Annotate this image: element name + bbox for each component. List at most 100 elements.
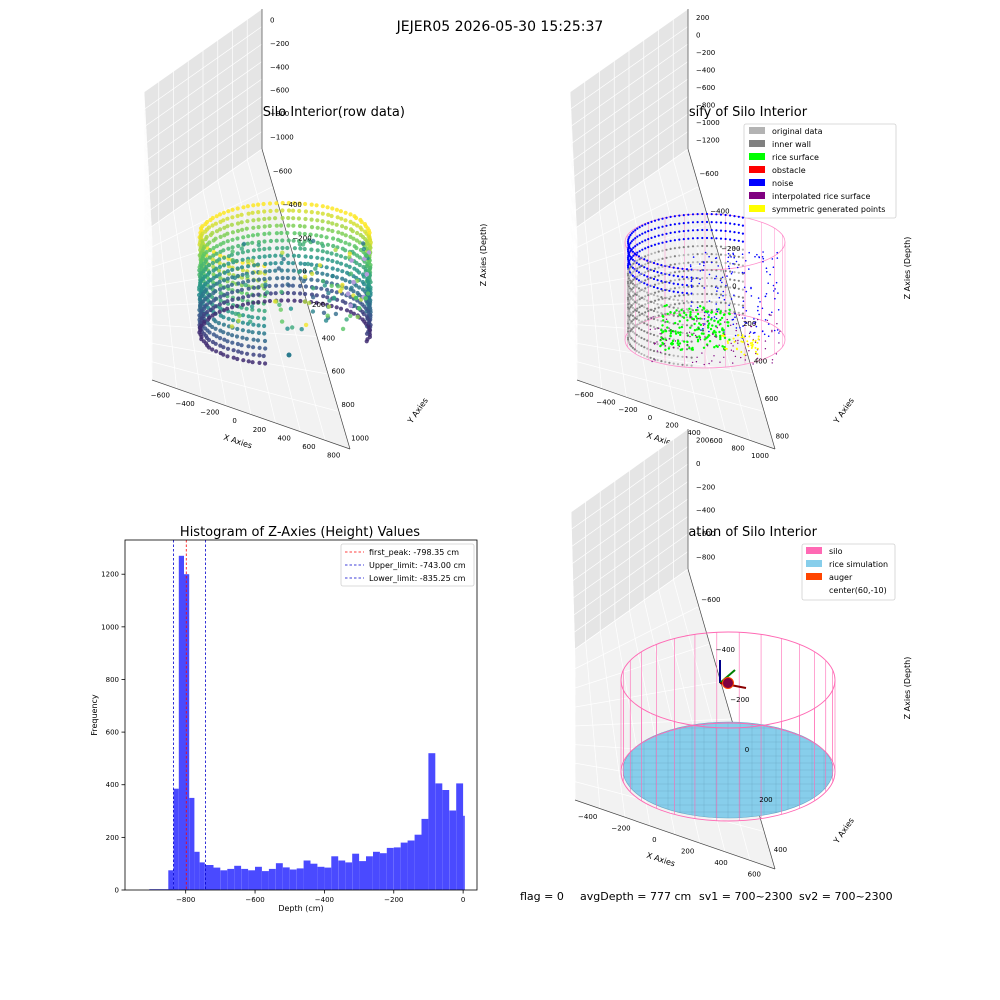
classified-point bbox=[774, 297, 776, 300]
classified-point bbox=[634, 309, 637, 312]
grid-line bbox=[570, 463, 689, 548]
raw-point bbox=[336, 230, 341, 235]
raw-point bbox=[204, 302, 210, 307]
classified-point bbox=[715, 312, 718, 316]
classified-point bbox=[669, 329, 672, 331]
classified-point bbox=[637, 263, 641, 266]
classified-point bbox=[719, 269, 723, 272]
classified-point bbox=[643, 306, 646, 309]
raw-point bbox=[225, 346, 231, 351]
histogram-bar bbox=[421, 818, 429, 890]
classified-point bbox=[656, 287, 659, 290]
classified-point bbox=[653, 235, 657, 238]
classified-point bbox=[691, 277, 695, 280]
classified-point bbox=[713, 346, 716, 349]
classified-point bbox=[696, 336, 698, 339]
classified-point bbox=[643, 282, 646, 285]
x-tick-label: 400 bbox=[714, 859, 727, 867]
classified-point bbox=[632, 294, 635, 297]
raw-point bbox=[334, 290, 339, 295]
classified-point bbox=[668, 289, 671, 292]
raw-point bbox=[364, 331, 370, 336]
classified-point bbox=[630, 280, 633, 283]
histogram-bar bbox=[400, 842, 408, 890]
classified-point bbox=[764, 348, 767, 350]
classified-point bbox=[647, 318, 650, 321]
y-tick-label: 200 bbox=[743, 320, 756, 328]
raw-point bbox=[251, 278, 256, 283]
classified-point bbox=[702, 324, 705, 326]
classified-point bbox=[715, 261, 718, 264]
x-tick-label: 600 bbox=[709, 437, 722, 445]
classified-point bbox=[630, 337, 633, 340]
histogram-bar bbox=[241, 868, 249, 890]
classified-point bbox=[702, 323, 704, 325]
classified-point bbox=[744, 317, 746, 319]
raw-point bbox=[244, 336, 249, 341]
raw-point bbox=[230, 230, 235, 235]
z-tick-label: 0 bbox=[270, 17, 274, 25]
raw-point bbox=[240, 313, 246, 318]
classified-point bbox=[681, 323, 684, 326]
histogram-bar bbox=[366, 856, 373, 890]
grid-line bbox=[569, 26, 689, 110]
raw-point bbox=[334, 207, 339, 212]
classified-point bbox=[636, 283, 639, 286]
raw-point bbox=[305, 261, 311, 267]
raw-point bbox=[364, 272, 370, 277]
raw-point bbox=[351, 236, 356, 241]
classified-point bbox=[741, 271, 744, 274]
classified-point bbox=[681, 299, 684, 302]
classified-point bbox=[636, 323, 639, 326]
raw-point bbox=[286, 260, 291, 266]
y-tick-label: −200 bbox=[721, 245, 740, 253]
classified-point bbox=[673, 231, 677, 234]
raw-point bbox=[239, 220, 244, 225]
legend-label: symmetric generated points bbox=[772, 205, 885, 214]
raw-point bbox=[279, 289, 284, 295]
raw-point bbox=[239, 265, 245, 270]
raw-point bbox=[286, 238, 291, 243]
raw-point bbox=[330, 206, 335, 211]
raw-point bbox=[344, 263, 349, 268]
classified-point bbox=[778, 342, 780, 344]
legend-label: original data bbox=[772, 127, 823, 136]
raw-point bbox=[274, 231, 279, 236]
classified-point bbox=[636, 291, 639, 294]
raw-point bbox=[356, 306, 362, 311]
raw-point bbox=[246, 286, 251, 291]
classified-point bbox=[726, 324, 730, 327]
classified-point bbox=[729, 270, 732, 273]
classified-point bbox=[711, 261, 713, 264]
classified-point bbox=[626, 280, 630, 283]
raw-point bbox=[267, 283, 272, 289]
classified-point bbox=[734, 334, 737, 337]
raw-point bbox=[230, 207, 235, 212]
classified-point bbox=[657, 306, 660, 309]
classified-point bbox=[630, 232, 633, 235]
classified-point bbox=[747, 344, 749, 346]
z-tick-label: −600 bbox=[270, 87, 289, 95]
classified-point bbox=[729, 238, 732, 241]
classified-point bbox=[779, 330, 781, 332]
raw-point bbox=[309, 202, 314, 207]
classified-point bbox=[723, 334, 726, 337]
raw-point bbox=[211, 332, 216, 337]
raw-point bbox=[340, 276, 345, 281]
classified-point bbox=[627, 318, 630, 322]
raw-point bbox=[292, 231, 297, 236]
classified-point bbox=[733, 256, 735, 259]
classified-point bbox=[685, 308, 689, 311]
auger-marker bbox=[719, 660, 747, 689]
classified-point bbox=[711, 324, 714, 327]
raw-point bbox=[315, 255, 320, 260]
classified-point bbox=[646, 299, 649, 302]
classified-point bbox=[672, 266, 675, 269]
classified-point bbox=[634, 317, 637, 320]
grid-line bbox=[571, 643, 710, 690]
classified-point bbox=[627, 338, 630, 341]
classified-point bbox=[643, 346, 646, 349]
classified-point bbox=[699, 305, 702, 308]
x-axis-label-simulation: X Axies bbox=[645, 851, 676, 869]
